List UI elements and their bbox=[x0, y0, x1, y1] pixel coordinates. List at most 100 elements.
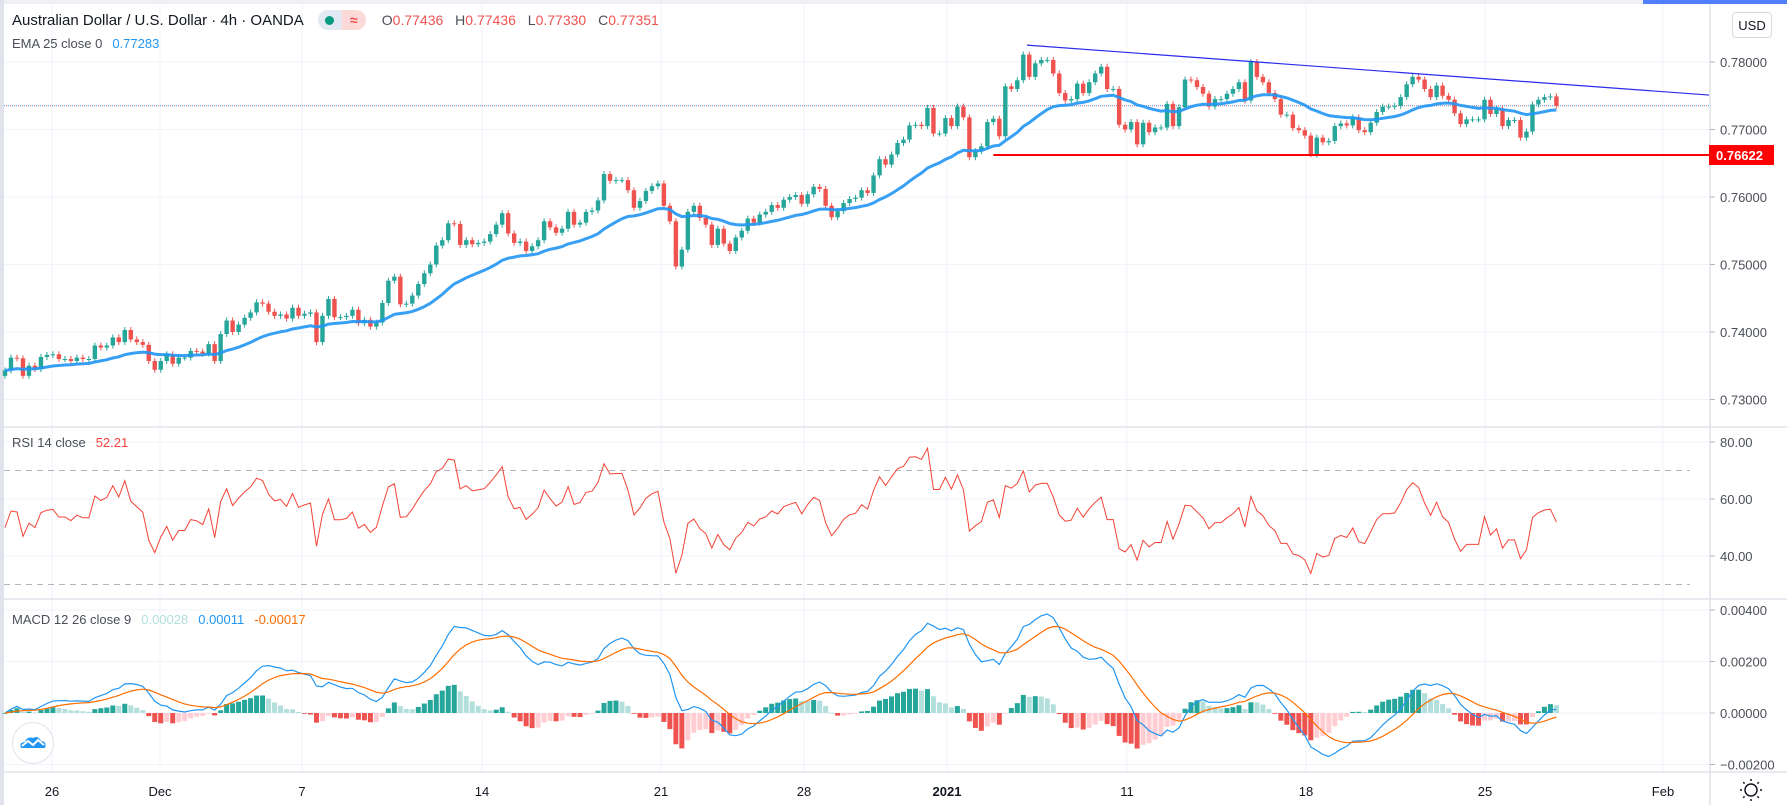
candle[interactable] bbox=[691, 202, 697, 215]
candle[interactable] bbox=[1428, 86, 1433, 101]
candle[interactable] bbox=[985, 119, 990, 150]
candle[interactable] bbox=[799, 191, 804, 207]
symbol-legend[interactable]: Australian Dollar / U.S. Dollar · 4h · O… bbox=[12, 10, 667, 30]
candle[interactable] bbox=[260, 299, 265, 307]
candle[interactable] bbox=[1470, 116, 1475, 123]
candle[interactable] bbox=[637, 198, 643, 211]
candle[interactable] bbox=[1386, 103, 1391, 110]
candle[interactable] bbox=[871, 172, 876, 196]
candle[interactable] bbox=[398, 273, 403, 308]
candle[interactable] bbox=[266, 300, 271, 315]
candle[interactable] bbox=[1326, 137, 1331, 146]
candle[interactable] bbox=[86, 356, 92, 362]
candle[interactable] bbox=[1446, 92, 1451, 103]
candle[interactable] bbox=[997, 115, 1002, 140]
candle[interactable] bbox=[1146, 119, 1152, 136]
candle[interactable] bbox=[1021, 51, 1026, 84]
candle[interactable] bbox=[763, 208, 768, 218]
candle[interactable] bbox=[493, 221, 499, 238]
candle[interactable] bbox=[320, 312, 325, 346]
candle[interactable] bbox=[541, 218, 547, 244]
candle[interactable] bbox=[781, 196, 786, 211]
candle[interactable] bbox=[775, 202, 780, 211]
candle[interactable] bbox=[230, 317, 235, 335]
candle[interactable] bbox=[523, 238, 529, 254]
candle[interactable] bbox=[440, 237, 445, 249]
candle[interactable] bbox=[422, 270, 427, 288]
candle[interactable] bbox=[482, 238, 487, 246]
candle[interactable] bbox=[74, 354, 80, 365]
candle[interactable] bbox=[1440, 82, 1445, 99]
candle[interactable] bbox=[589, 207, 595, 215]
candle[interactable] bbox=[1110, 86, 1116, 92]
candle[interactable] bbox=[128, 326, 133, 343]
candle[interactable] bbox=[1302, 127, 1308, 139]
candle[interactable] bbox=[1548, 93, 1553, 101]
candle[interactable] bbox=[110, 334, 116, 349]
candle[interactable] bbox=[1314, 134, 1320, 158]
candle[interactable] bbox=[1039, 56, 1044, 67]
candle[interactable] bbox=[158, 358, 163, 373]
candle[interactable] bbox=[98, 342, 104, 351]
candle[interactable] bbox=[805, 191, 810, 207]
candle[interactable] bbox=[1512, 117, 1517, 124]
candle[interactable] bbox=[559, 225, 565, 236]
candle[interactable] bbox=[631, 187, 637, 211]
candle[interactable] bbox=[655, 180, 661, 190]
candle[interactable] bbox=[1398, 94, 1403, 109]
candle[interactable] bbox=[104, 342, 110, 351]
candle[interactable] bbox=[619, 177, 625, 184]
candle[interactable] bbox=[1033, 60, 1038, 80]
candle[interactable] bbox=[428, 261, 433, 277]
candle[interactable] bbox=[817, 183, 822, 192]
candle[interactable] bbox=[1098, 63, 1104, 77]
candle[interactable] bbox=[505, 210, 511, 237]
candle[interactable] bbox=[937, 130, 942, 137]
candle[interactable] bbox=[1542, 94, 1547, 103]
candle[interactable] bbox=[1344, 120, 1349, 129]
candle[interactable] bbox=[943, 115, 948, 137]
candle[interactable] bbox=[625, 177, 631, 194]
candle[interactable] bbox=[458, 221, 463, 248]
candle[interactable] bbox=[1182, 76, 1188, 111]
candle[interactable] bbox=[140, 339, 145, 348]
candle[interactable] bbox=[20, 355, 26, 379]
candle[interactable] bbox=[254, 299, 259, 316]
candle[interactable] bbox=[949, 115, 954, 130]
candle[interactable] bbox=[1392, 102, 1397, 110]
candle[interactable] bbox=[823, 185, 828, 209]
candle[interactable] bbox=[272, 308, 277, 319]
candle[interactable] bbox=[517, 238, 523, 246]
candle[interactable] bbox=[392, 273, 397, 284]
candle[interactable] bbox=[476, 239, 481, 248]
candle[interactable] bbox=[1057, 70, 1062, 97]
candle[interactable] bbox=[907, 122, 912, 143]
candle[interactable] bbox=[847, 196, 852, 207]
candle[interactable] bbox=[80, 354, 86, 362]
candle[interactable] bbox=[607, 171, 613, 184]
candle[interactable] bbox=[44, 351, 50, 360]
candle[interactable] bbox=[553, 224, 559, 236]
candle[interactable] bbox=[1554, 93, 1559, 109]
candle[interactable] bbox=[565, 208, 571, 232]
candle[interactable] bbox=[170, 351, 175, 367]
candle[interactable] bbox=[122, 326, 127, 346]
rsi-pane[interactable] bbox=[4, 446, 1690, 585]
settings-sun-icon[interactable] bbox=[1740, 779, 1762, 801]
candle[interactable] bbox=[1230, 86, 1236, 97]
candle[interactable] bbox=[1027, 51, 1032, 80]
candle[interactable] bbox=[727, 240, 732, 254]
candle[interactable] bbox=[308, 309, 313, 317]
candle[interactable] bbox=[961, 103, 966, 121]
candle[interactable] bbox=[1164, 100, 1170, 131]
candle[interactable] bbox=[643, 187, 649, 205]
candle[interactable] bbox=[919, 121, 924, 130]
candle[interactable] bbox=[1009, 83, 1014, 92]
macd-line[interactable] bbox=[4, 613, 1557, 758]
candle[interactable] bbox=[577, 219, 583, 228]
candle[interactable] bbox=[1176, 104, 1182, 130]
ema-line[interactable] bbox=[4, 93, 1557, 372]
candle[interactable] bbox=[116, 334, 122, 346]
candle[interactable] bbox=[1332, 123, 1337, 144]
